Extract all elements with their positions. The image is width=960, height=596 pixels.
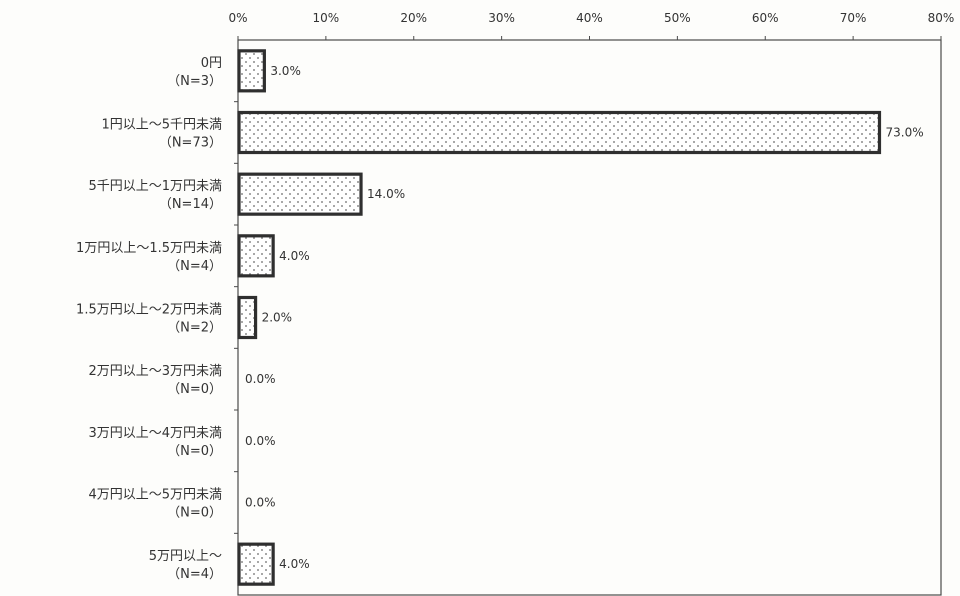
category-count-label: （N=4） (167, 567, 222, 582)
category-label: 4万円以上～5万円未満 (88, 488, 222, 503)
x-tick-label: 0% (228, 11, 247, 25)
category-count-label: （N=4） (167, 259, 222, 274)
category-count-label: （N=2） (167, 321, 222, 336)
data-label: 0.0% (245, 372, 276, 386)
category-label: 1.5万円以上～2万円未満 (76, 303, 222, 318)
data-label: 3.0% (270, 64, 301, 78)
category-label: 3万円以上～4万円未満 (88, 426, 222, 441)
bar (237, 172, 363, 216)
data-label: 73.0% (885, 126, 923, 140)
x-tick-label: 70% (840, 11, 867, 25)
category-label: 2万円以上～3万円未満 (88, 364, 222, 379)
category-count-label: （N=0） (167, 382, 222, 397)
category-count-label: （N=14） (159, 197, 222, 212)
x-tick-label: 80% (928, 11, 955, 25)
bar (237, 234, 275, 278)
x-tick-label: 20% (400, 11, 427, 25)
x-tick-label: 60% (752, 11, 779, 25)
data-label: 4.0% (279, 249, 310, 263)
data-label: 0.0% (245, 434, 276, 448)
category-label: 1万円以上～1.5万円未満 (76, 241, 222, 256)
category-count-label: （N=0） (167, 506, 222, 521)
data-label: 4.0% (279, 557, 310, 571)
category-count-label: （N=73） (159, 136, 222, 151)
x-tick-label: 10% (313, 11, 340, 25)
category-label: 5万円以上～ (149, 549, 222, 564)
category-label: 5千円以上～1万円未満 (88, 179, 222, 194)
data-label: 2.0% (262, 311, 293, 325)
x-tick-label: 50% (664, 11, 691, 25)
category-count-label: （N=0） (167, 444, 222, 459)
bar (237, 49, 266, 93)
x-tick-label: 40% (576, 11, 603, 25)
bar (237, 542, 275, 586)
bar (237, 110, 882, 155)
category-count-label: （N=3） (167, 74, 222, 89)
x-tick-label: 30% (488, 11, 515, 25)
category-label: 0円 (201, 56, 222, 71)
data-label: 0.0% (245, 496, 276, 510)
bar (237, 295, 258, 340)
category-label: 1円以上～5千円未満 (101, 118, 222, 133)
data-label: 14.0% (367, 187, 405, 201)
